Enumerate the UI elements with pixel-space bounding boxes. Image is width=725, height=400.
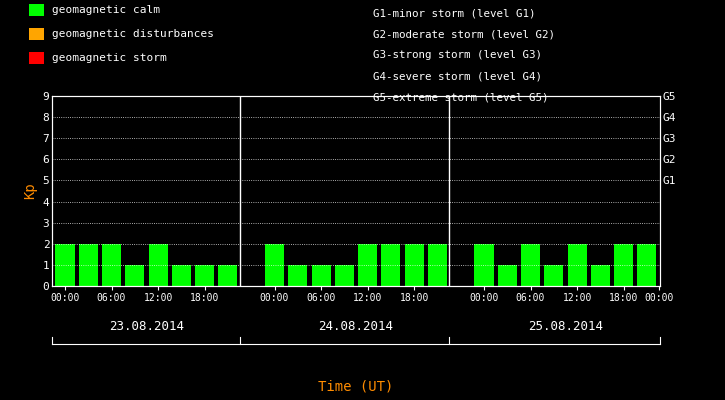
Bar <box>405 244 423 286</box>
Bar <box>312 265 331 286</box>
Text: 25.08.2014: 25.08.2014 <box>528 320 603 332</box>
Text: G3-strong storm (level G3): G3-strong storm (level G3) <box>373 50 542 60</box>
Bar <box>265 244 284 286</box>
Bar <box>102 244 121 286</box>
Text: 23.08.2014: 23.08.2014 <box>109 320 184 332</box>
Bar <box>498 265 517 286</box>
Bar <box>568 244 587 286</box>
Bar <box>474 244 494 286</box>
Bar <box>381 244 400 286</box>
Bar <box>195 265 214 286</box>
Bar <box>79 244 98 286</box>
Bar <box>637 244 657 286</box>
Bar <box>289 265 307 286</box>
Text: Time (UT): Time (UT) <box>318 380 393 394</box>
Text: G5-extreme storm (level G5): G5-extreme storm (level G5) <box>373 93 549 103</box>
Bar <box>544 265 563 286</box>
Bar <box>358 244 377 286</box>
Bar <box>218 265 238 286</box>
Bar <box>125 265 144 286</box>
Y-axis label: Kp: Kp <box>23 183 37 199</box>
Bar <box>335 265 354 286</box>
Text: geomagnetic calm: geomagnetic calm <box>52 5 160 15</box>
Bar <box>55 244 75 286</box>
Bar <box>428 244 447 286</box>
Text: 24.08.2014: 24.08.2014 <box>318 320 394 332</box>
Bar <box>521 244 540 286</box>
Text: geomagnetic disturbances: geomagnetic disturbances <box>52 29 214 39</box>
Bar <box>591 265 610 286</box>
Text: G4-severe storm (level G4): G4-severe storm (level G4) <box>373 72 542 82</box>
Bar <box>172 265 191 286</box>
Text: geomagnetic storm: geomagnetic storm <box>52 53 167 63</box>
Bar <box>149 244 167 286</box>
Text: G1-minor storm (level G1): G1-minor storm (level G1) <box>373 8 536 18</box>
Text: G2-moderate storm (level G2): G2-moderate storm (level G2) <box>373 29 555 39</box>
Bar <box>614 244 633 286</box>
